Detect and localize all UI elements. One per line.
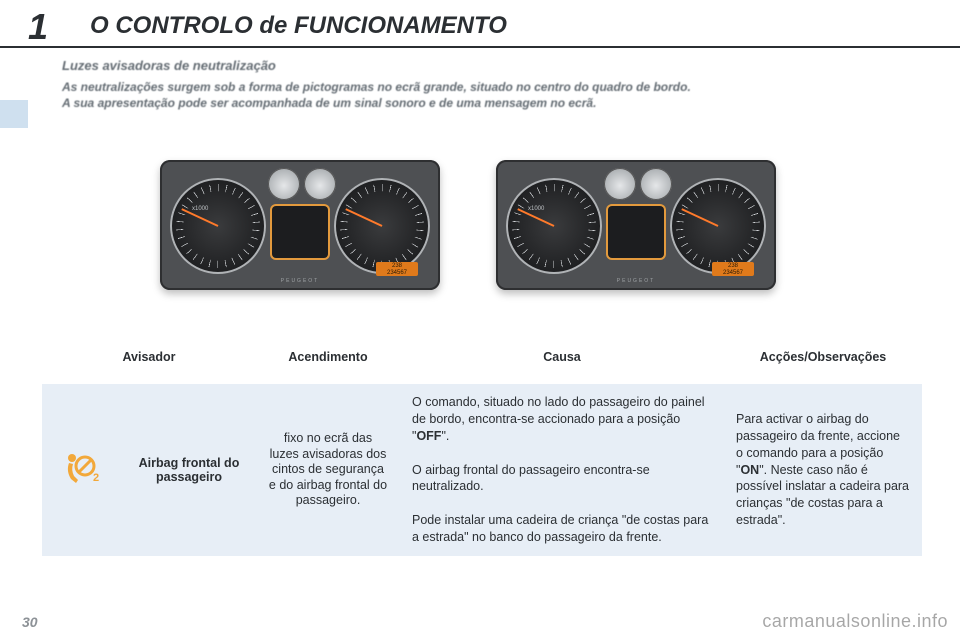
accoes-bold: ON bbox=[740, 463, 759, 477]
odo-top: 238 bbox=[728, 263, 738, 269]
col-header-causa: Causa bbox=[400, 340, 724, 379]
odometer-display: 238 234567 bbox=[712, 262, 754, 276]
dial-ticks bbox=[340, 184, 424, 268]
causa-p2: O airbag frontal do passageiro encontra-… bbox=[412, 463, 650, 494]
svg-text:2: 2 bbox=[93, 472, 99, 484]
cell-avisador-icon: 2 bbox=[42, 379, 122, 559]
accoes-post: ". Neste caso não é possível inslatar a … bbox=[736, 463, 909, 528]
odo-bottom: 234567 bbox=[723, 270, 743, 276]
header-underline bbox=[0, 46, 960, 48]
cluster-brand: PEUGEOT bbox=[617, 278, 655, 284]
center-display bbox=[608, 206, 664, 258]
odometer-display: 238 234567 bbox=[376, 262, 418, 276]
section-title: Luzes avisadoras de neutralização bbox=[62, 58, 922, 73]
causa-p1-bold: OFF bbox=[416, 429, 441, 443]
small-gauge-fuel bbox=[604, 168, 636, 200]
causa-p1-post: ". bbox=[441, 429, 449, 443]
cluster-brand: PEUGEOT bbox=[281, 278, 319, 284]
small-gauge-temp bbox=[304, 168, 336, 200]
causa-p3: Pode instalar uma cadeira de criança "de… bbox=[412, 513, 708, 544]
speedometer-dial bbox=[670, 178, 766, 274]
cell-causa: O comando, situado no lado do passageiro… bbox=[400, 379, 724, 559]
small-gauge-temp bbox=[640, 168, 672, 200]
tacho-label: x1000 bbox=[192, 206, 208, 212]
section-desc-line-1: As neutralizações surgem sob a forma de … bbox=[62, 80, 691, 94]
speedometer-dial bbox=[334, 178, 430, 274]
instrument-cluster-digital: x1000 238 234567 PEUGEOT bbox=[496, 160, 776, 290]
cell-avisador-label: Airbag frontal do passageiro bbox=[122, 379, 256, 559]
col-header-accoes: Acções/Observações bbox=[724, 340, 922, 379]
cell-accoes: Para activar o airbag do passageiro da f… bbox=[724, 379, 922, 559]
airbag-off-icon: 2 bbox=[62, 451, 102, 485]
page-number: 30 bbox=[22, 614, 38, 630]
instrument-clusters: x1000 238 234567 PEUGEOT x1000 bbox=[160, 160, 776, 290]
tachometer-dial: x1000 bbox=[506, 178, 602, 274]
section-desc-line-2: A sua apresentação pode ser acompanhada … bbox=[62, 96, 596, 110]
odo-bottom: 234567 bbox=[387, 270, 407, 276]
watermark: carmanualsonline.info bbox=[762, 611, 948, 632]
table-row: 2 Airbag frontal do passageiro fixo no e… bbox=[42, 379, 922, 559]
table-header-row: Avisador Acendimento Causa Acções/Observ… bbox=[42, 340, 922, 379]
col-header-acendimento: Acendimento bbox=[256, 340, 400, 379]
odo-top: 238 bbox=[392, 263, 402, 269]
warning-lights-table: Avisador Acendimento Causa Acções/Observ… bbox=[42, 340, 922, 562]
small-gauge-fuel bbox=[268, 168, 300, 200]
page-side-tab bbox=[0, 100, 28, 128]
dial-ticks bbox=[676, 184, 760, 268]
causa-p1-pre: O comando, situado no lado do passageiro… bbox=[412, 395, 705, 443]
tachometer-dial: x1000 bbox=[170, 178, 266, 274]
col-header-avisador: Avisador bbox=[42, 340, 256, 379]
dial-ticks bbox=[176, 184, 260, 268]
section-description: As neutralizações surgem sob a forma de … bbox=[62, 79, 922, 111]
manual-page: 1 O CONTROLO de FUNCIONAMENTO Luzes avis… bbox=[0, 0, 960, 640]
chapter-title: O CONTROLO de FUNCIONAMENTO bbox=[90, 12, 507, 40]
section-intro: Luzes avisadoras de neutralização As neu… bbox=[62, 58, 922, 111]
cell-acendimento: fixo no ecrã das luzes avisadoras dos ci… bbox=[256, 379, 400, 559]
center-display bbox=[272, 206, 328, 258]
dial-ticks bbox=[512, 184, 596, 268]
tacho-label: x1000 bbox=[528, 206, 544, 212]
chapter-number: 1 bbox=[28, 6, 48, 48]
instrument-cluster-analog: x1000 238 234567 PEUGEOT bbox=[160, 160, 440, 290]
